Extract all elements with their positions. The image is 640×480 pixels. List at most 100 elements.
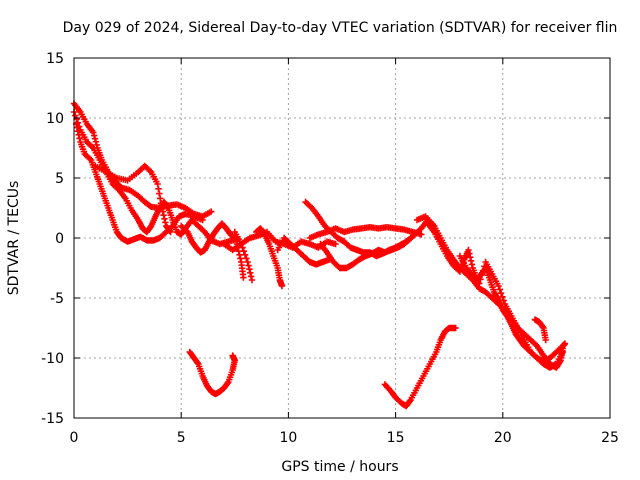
x-tick-label: 15 <box>387 430 405 446</box>
data-point <box>278 282 286 290</box>
series-s19 <box>381 324 459 410</box>
y-tick-label: -5 <box>50 291 64 307</box>
axis-ticks: 0 5 10 15 20 25 -15 -10 -5 0 5 10 15 <box>41 51 619 446</box>
data-point <box>237 255 244 262</box>
data-point <box>539 323 546 330</box>
data-point <box>166 227 173 234</box>
data-point <box>91 135 99 142</box>
series-s8 <box>233 240 247 281</box>
data-point <box>157 200 165 207</box>
y-tick-label: -10 <box>41 351 64 367</box>
data-point <box>208 208 215 215</box>
data-point <box>561 340 569 347</box>
data-point <box>500 297 507 304</box>
data-point <box>244 258 251 266</box>
data-point <box>241 251 249 258</box>
data-point <box>92 138 100 145</box>
data-point <box>248 276 256 284</box>
x-tick-label: 25 <box>601 430 619 446</box>
data-point <box>90 129 97 136</box>
data-point <box>146 202 154 210</box>
data-point <box>478 271 485 279</box>
data-point <box>155 185 162 192</box>
series-s9 <box>253 225 286 290</box>
data-point <box>245 262 252 269</box>
data-points <box>70 100 569 410</box>
data-point <box>467 254 474 261</box>
data-point <box>156 190 163 197</box>
x-axis-label: GPS time / hours <box>281 459 398 475</box>
x-tick-label: 20 <box>494 430 512 446</box>
data-point <box>235 248 242 255</box>
series-s13 <box>306 224 425 242</box>
data-point <box>247 269 254 276</box>
data-point <box>88 143 96 150</box>
data-point <box>496 286 503 293</box>
y-tick-label: 0 <box>55 231 64 247</box>
data-point <box>497 290 505 297</box>
data-point <box>406 398 413 405</box>
data-point <box>93 141 100 149</box>
x-tick-label: 0 <box>70 430 79 446</box>
data-point <box>247 273 255 280</box>
x-tick-label: 5 <box>177 430 186 446</box>
y-tick-label: 10 <box>46 111 64 127</box>
data-point <box>418 231 425 238</box>
data-point <box>542 336 549 344</box>
data-point <box>466 250 473 257</box>
series-s4 <box>92 162 174 236</box>
data-point <box>234 244 242 251</box>
data-point <box>332 240 339 248</box>
data-point <box>243 255 250 262</box>
series-s3 <box>72 120 206 245</box>
series-s16 <box>456 252 569 365</box>
data-point <box>194 359 201 366</box>
data-point <box>75 131 82 138</box>
data-point <box>229 352 236 359</box>
data-point <box>164 203 171 210</box>
series-s18 <box>186 348 238 398</box>
data-point <box>156 195 164 202</box>
data-point <box>467 257 475 264</box>
series-s12 <box>317 234 414 272</box>
data-point <box>468 261 476 268</box>
data-point <box>477 276 484 283</box>
chart-title: Day 029 of 2024, Sidereal Day-to-day VTE… <box>63 20 618 36</box>
data-point <box>406 236 413 243</box>
data-point <box>479 267 487 274</box>
data-point <box>76 135 83 142</box>
y-tick-label: -15 <box>41 411 64 427</box>
data-point <box>167 228 174 236</box>
data-point <box>476 280 483 287</box>
data-point <box>246 266 253 273</box>
data-point <box>452 324 459 332</box>
data-point <box>495 282 502 290</box>
data-point <box>499 293 506 300</box>
data-point <box>159 208 166 215</box>
data-point <box>236 251 243 258</box>
data-point <box>407 234 414 242</box>
data-point <box>224 380 231 387</box>
x-tick-label: 10 <box>279 430 297 446</box>
series-s17 <box>531 316 549 344</box>
data-point <box>146 167 154 174</box>
grid-lines <box>74 58 610 418</box>
data-point <box>160 212 167 219</box>
y-axis-label: SDTVAR / TECUs <box>6 181 22 296</box>
y-tick-label: 15 <box>46 51 64 67</box>
data-point <box>162 219 169 226</box>
data-point <box>86 155 94 162</box>
series-s5 <box>178 220 238 256</box>
data-point <box>465 246 472 254</box>
data-point <box>161 215 168 222</box>
data-point <box>158 204 166 212</box>
data-point <box>233 240 241 248</box>
data-point <box>74 128 82 135</box>
data-point <box>559 348 567 356</box>
data-point <box>240 274 247 281</box>
data-point <box>154 180 161 188</box>
data-point <box>199 216 206 224</box>
data-point <box>90 132 98 139</box>
data-point <box>73 124 81 131</box>
